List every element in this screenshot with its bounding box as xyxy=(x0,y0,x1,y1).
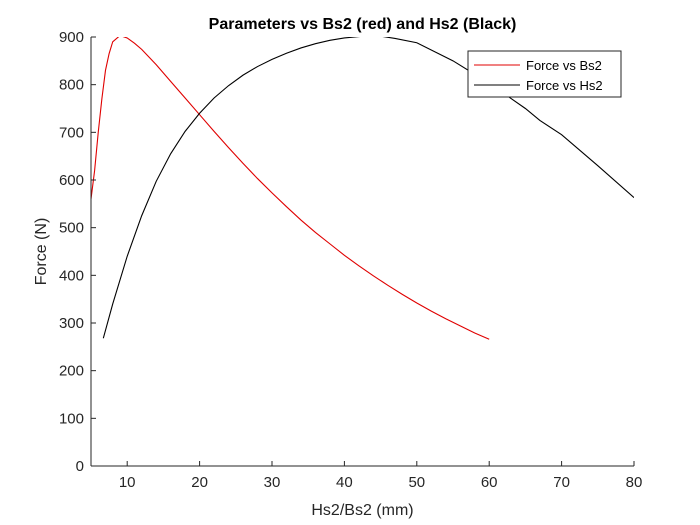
x-axis-ticks: 10 20 30 40 50 60 70 80 xyxy=(119,461,642,491)
y-tick-label: 100 xyxy=(59,410,84,427)
chart-title: Parameters vs Bs2 (red) and Hs2 (Black) xyxy=(209,16,517,33)
y-tick-label: 500 xyxy=(59,220,84,237)
x-axis-title: Hs2/Bs2 (mm) xyxy=(311,502,413,519)
y-tick-label: 600 xyxy=(59,172,84,189)
y-tick-label: 200 xyxy=(59,363,84,380)
x-tick-label: 50 xyxy=(408,474,425,491)
x-tick-label: 70 xyxy=(553,474,570,491)
x-tick-label: 10 xyxy=(119,474,136,491)
x-tick-label: 40 xyxy=(336,474,353,491)
y-tick-label: 700 xyxy=(59,124,84,141)
y-tick-label: 800 xyxy=(59,77,84,94)
x-tick-label: 20 xyxy=(191,474,208,491)
y-tick-label: 900 xyxy=(59,29,84,46)
legend-label-force-vs-bs2: Force vs Bs2 xyxy=(526,58,602,73)
y-axis-title: Force (N) xyxy=(33,218,50,286)
y-axis-ticks: 0 100 200 300 400 500 600 700 800 900 xyxy=(59,29,96,475)
y-tick-label: 300 xyxy=(59,315,84,332)
x-tick-label: 80 xyxy=(626,474,643,491)
series-line-force-vs-bs2 xyxy=(91,37,490,340)
y-tick-label: 400 xyxy=(59,267,84,284)
x-tick-label: 60 xyxy=(481,474,498,491)
legend-box xyxy=(467,50,622,98)
y-tick-label: 0 xyxy=(76,458,84,475)
plot-axes xyxy=(90,37,634,467)
legend: Force vs Bs2 Force vs Hs2 xyxy=(467,50,622,98)
legend-label-force-vs-hs2: Force vs Hs2 xyxy=(526,78,603,93)
x-tick-label: 30 xyxy=(264,474,281,491)
